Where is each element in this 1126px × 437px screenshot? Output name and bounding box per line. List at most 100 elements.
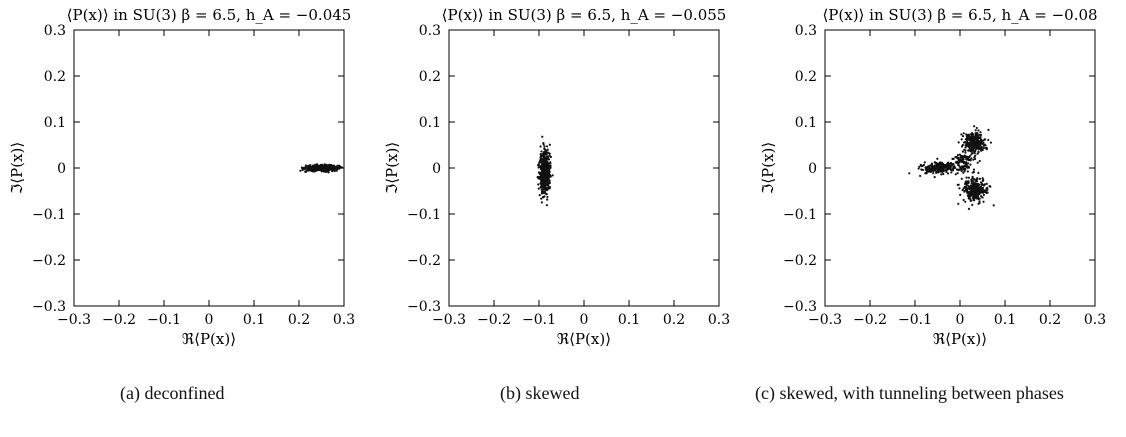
- scatter-point: [960, 169, 963, 172]
- y-axis-label: ℑ⟨P(x)⟩: [759, 142, 777, 194]
- scatter-point: [952, 165, 955, 168]
- scatter-point: [971, 148, 974, 151]
- x-tick-label: −0.2: [477, 312, 511, 328]
- caption-label: (c): [755, 383, 775, 403]
- scatter-point: [318, 167, 321, 170]
- scatter-point: [944, 166, 948, 169]
- scatter-point: [969, 199, 972, 203]
- scatter-point: [960, 168, 963, 171]
- scatter-plot-a: ⟨P(x)⟩ in SU(3) β = 6.5, h_A = −0.045 −0.…: [8, 6, 355, 348]
- scatter-point: [965, 180, 968, 183]
- scatter-point: [540, 186, 543, 189]
- scatter-point: [969, 190, 972, 193]
- scatter-point: [978, 140, 981, 144]
- scatter-point: [546, 180, 549, 183]
- scatter-point: [543, 195, 546, 198]
- scatter-point: [964, 200, 967, 203]
- x-tick-label: 0.3: [708, 312, 730, 328]
- y-tick-label: 0.3: [44, 23, 66, 39]
- scatter-point: [951, 168, 954, 172]
- scatter-point: [299, 169, 302, 172]
- scatter-point: [963, 165, 966, 168]
- scatter-point: [975, 178, 978, 181]
- scatter-point: [976, 195, 979, 198]
- scatter-point: [545, 177, 548, 180]
- scatter-point: [978, 200, 981, 203]
- scatter-point: [336, 167, 339, 170]
- x-tick-label: 0: [205, 312, 214, 328]
- scatter-point: [541, 167, 544, 170]
- scatter-point: [537, 163, 540, 166]
- caption-text: skewed: [525, 383, 580, 403]
- y-tick-label: −0.1: [407, 207, 441, 223]
- scatter-point: [933, 175, 936, 179]
- scatter-point: [539, 167, 542, 171]
- scatter-point: [969, 142, 972, 145]
- scatter-point: [965, 155, 969, 158]
- chart-title: ⟨P(x)⟩ in SU(3) β = 6.5, h_A = −0.045: [67, 6, 352, 24]
- scatter-point: [979, 188, 982, 191]
- scatter-point: [958, 187, 961, 190]
- scatter-point: [959, 160, 962, 163]
- scatter-point: [978, 143, 981, 146]
- scatter-point: [549, 161, 552, 164]
- scatter-point: [970, 133, 973, 136]
- scatter-point: [546, 156, 549, 160]
- scatter-point: [545, 184, 549, 187]
- y-tick-label: −0.2: [407, 253, 441, 269]
- x-tick-label: −0.1: [147, 312, 181, 328]
- scatter-point: [926, 165, 929, 168]
- scatter-point: [960, 133, 963, 136]
- scatter-point: [979, 186, 983, 189]
- scatter-point: [963, 182, 967, 186]
- scatter-point: [950, 171, 953, 174]
- scatter-point: [939, 163, 942, 166]
- scatter-point: [984, 144, 987, 147]
- scatter-point: [314, 169, 317, 172]
- scatter-point: [908, 172, 911, 175]
- scatter-point: [540, 173, 543, 176]
- scatter-point: [981, 183, 985, 186]
- scatter-point: [956, 153, 960, 157]
- scatter-point: [970, 150, 973, 153]
- scatter-point: [963, 148, 966, 151]
- scatter-point: [969, 163, 972, 166]
- scatter-point: [957, 141, 960, 144]
- caption-text: skewed, with tunneling between phases: [779, 383, 1064, 403]
- scatter-point: [974, 146, 977, 149]
- scatter-point: [979, 146, 982, 149]
- scatter-point: [952, 162, 955, 166]
- scatter-point: [309, 165, 312, 168]
- scatter-point: [546, 173, 549, 176]
- scatter-point: [935, 171, 939, 174]
- scatter-point: [313, 166, 316, 170]
- scatter-point: [970, 157, 973, 160]
- scatter-point: [942, 172, 945, 176]
- scatter-point: [333, 166, 337, 169]
- scatter-point: [933, 167, 936, 171]
- scatter-point: [932, 169, 935, 173]
- scatter-point: [970, 186, 974, 189]
- caption-text: deconfined: [144, 383, 225, 403]
- scatter-point: [539, 156, 542, 159]
- scatter-point: [973, 141, 976, 144]
- scatter-point: [540, 150, 543, 153]
- scatter-point: [955, 168, 959, 171]
- scatter-point: [546, 195, 549, 199]
- scatter-point: [543, 152, 547, 155]
- scatter-point: [974, 154, 977, 157]
- scatter-point: [979, 131, 982, 134]
- scatter-point: [983, 138, 987, 141]
- scatter-point: [967, 176, 970, 179]
- scatter-point: [549, 165, 552, 168]
- x-tick-label: 0.1: [618, 312, 640, 328]
- scatter-point: [339, 165, 342, 168]
- scatter-point: [974, 157, 977, 160]
- x-tick-label: 0.1: [243, 312, 265, 328]
- scatter-point: [546, 198, 549, 201]
- chart-title: ⟨P(x)⟩ in SU(3) β = 6.5, h_A = −0.08: [822, 6, 1097, 24]
- y-tick-label: 0: [432, 161, 441, 177]
- scatter-point: [945, 170, 948, 174]
- scatter-point: [938, 165, 942, 169]
- panel-b: ⟨P(x)⟩ in SU(3) β = 6.5, h_A = −0.055 −0.…: [375, 0, 750, 437]
